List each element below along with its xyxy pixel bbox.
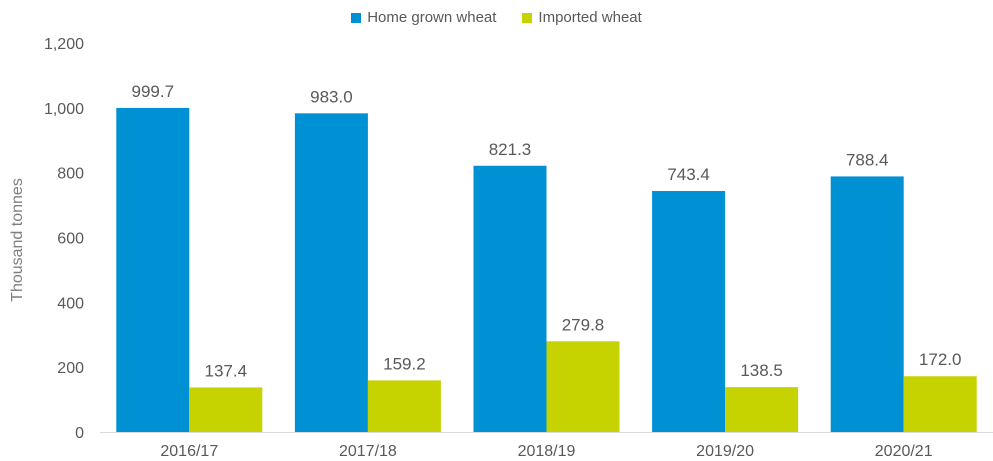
x-tick-label: 2019/20 [696,443,754,460]
legend-item-home-grown: Home grown wheat [351,9,496,26]
legend-swatch-imported [522,12,533,23]
y-tick-label: 1,200 [44,36,84,53]
bar-imported [367,380,441,432]
legend-swatch-home-grown [351,12,362,23]
data-label: 172.0 [919,350,962,369]
y-tick-label: 400 [57,295,84,312]
bar-imported [189,387,263,432]
x-tick-label: 2018/19 [518,443,576,460]
data-label: 821.3 [489,140,532,159]
x-tick-label: 2017/18 [339,443,397,460]
bar-imported [546,341,620,432]
x-tick-label: 2020/21 [875,443,933,460]
bar-home-grown [830,176,904,432]
bar-home-grown [652,191,726,432]
y-tick-label: 200 [57,360,84,377]
bar-imported [725,387,799,432]
data-label: 999.7 [132,82,175,101]
bar-home-grown [473,165,547,433]
x-tick-label: 2016/17 [160,443,218,460]
legend-item-imported: Imported wheat [522,9,642,26]
legend: Home grown wheat Imported wheat [0,9,993,26]
data-label: 279.8 [562,315,605,334]
legend-label-imported: Imported wheat [538,9,642,26]
y-tick-label: 0 [75,425,84,442]
bar-imported [903,376,977,432]
data-label: 983.0 [310,87,353,106]
legend-label-home-grown: Home grown wheat [367,9,497,26]
y-tick-label: 600 [57,231,84,248]
data-label: 743.4 [667,165,710,184]
data-label: 788.4 [846,150,889,169]
y-tick-label: 1,000 [44,101,84,118]
bar-home-grown [294,113,368,432]
data-label: 138.5 [740,361,783,380]
data-label: 137.4 [205,361,248,380]
y-tick-label: 800 [57,166,84,183]
data-label: 159.2 [383,354,426,373]
bar-home-grown [116,107,190,433]
